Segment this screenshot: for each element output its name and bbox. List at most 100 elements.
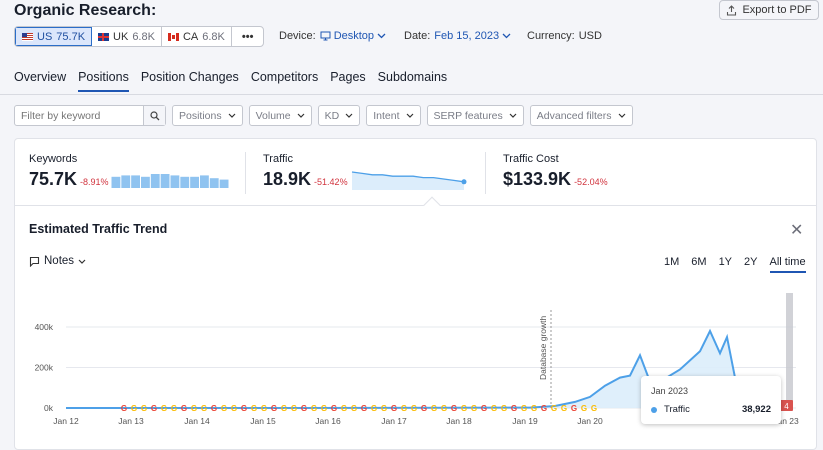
google-update-icon[interactable]: G [571,404,577,413]
keyword-filter-input[interactable] [15,106,143,125]
tab-position-changes[interactable]: Position Changes [140,70,239,84]
period-all-time[interactable]: All time [769,256,806,273]
google-update-icon[interactable]: G [271,404,277,413]
traffic-metric[interactable]: Traffic 18.9K -51.42% [263,153,348,190]
google-update-icon[interactable]: G [221,404,227,413]
database-us-button[interactable]: US 75.7K [15,27,93,46]
device-selector[interactable]: Device: Desktop [279,30,386,42]
google-update-icon[interactable]: G [541,404,547,413]
google-update-icon[interactable]: G [421,404,427,413]
google-update-icon[interactable]: G [361,404,367,413]
google-update-icon[interactable]: G [521,404,527,413]
google-update-icon[interactable]: G [311,404,317,413]
google-update-icon[interactable]: G [191,404,197,413]
chevron-down-icon [509,113,517,118]
tab-subdomains[interactable]: Subdomains [377,70,448,84]
google-update-icon[interactable]: G [471,404,477,413]
google-update-icon[interactable]: G [591,404,597,413]
google-update-icon[interactable]: G [411,404,417,413]
period-1m[interactable]: 1M [664,256,680,268]
tab-divider [0,94,823,95]
tab-positions[interactable]: Positions [78,70,129,92]
database-uk-button[interactable]: UK 6.8K [92,27,162,46]
google-update-icon[interactable]: G [581,404,587,413]
google-update-icon[interactable]: G [511,404,517,413]
filter-label: Intent [373,109,400,122]
currency-label: Currency: [527,30,575,42]
google-update-icon[interactable]: G [371,404,377,413]
close-icon[interactable]: ✕ [790,222,804,239]
intent-filter[interactable]: Intent [366,105,421,126]
kd-filter[interactable]: KD [317,105,361,126]
volume-filter[interactable]: Volume [248,105,312,126]
google-update-icon[interactable]: G [501,404,507,413]
google-update-icon[interactable]: G [561,404,567,413]
export-pdf-button[interactable]: Export to PDF [719,0,819,20]
period-2y[interactable]: 2Y [744,256,758,268]
tooltip-row: Traffic 38,922 [651,404,771,415]
device-value: Desktop [333,30,375,42]
keywords-metric[interactable]: Keywords 75.7K -8.91% [29,153,109,190]
database-count: 75.7K [56,30,86,43]
sparkline-area [352,172,464,190]
google-update-icon[interactable]: G [181,404,187,413]
google-update-icon[interactable]: G [161,404,167,413]
google-update-icon[interactable]: G [401,404,407,413]
google-update-icon[interactable]: G [231,404,237,413]
google-update-icon[interactable]: G [151,404,157,413]
google-update-icon[interactable]: G [211,404,217,413]
serp-features-filter[interactable]: SERP features [426,105,524,126]
google-update-icon[interactable]: G [461,404,467,413]
traffic-cost-metric[interactable]: Traffic Cost $133.9K -52.04% [503,153,608,190]
google-update-icon[interactable]: G [251,404,257,413]
google-update-icon[interactable]: G [341,404,347,413]
google-update-icon[interactable]: G [261,404,267,413]
tooltip-date: Jan 2023 [651,386,689,396]
google-update-icon[interactable]: G [321,404,327,413]
tab-overview[interactable]: Overview [14,70,67,84]
google-update-icon[interactable]: G [441,404,447,413]
x-tick-label: Jan 20 [577,416,603,426]
database-code: US [37,30,53,43]
google-update-icon[interactable]: G [381,404,387,413]
google-update-icon[interactable]: G [481,404,487,413]
google-update-icon[interactable]: G [241,404,247,413]
tooltip-value: 38,922 [741,404,771,415]
more-databases-button[interactable]: ••• [232,27,264,46]
period-6m[interactable]: 6M [691,256,707,268]
tab-competitors[interactable]: Competitors [250,70,319,84]
chevron-down-icon [502,33,511,39]
google-update-icon[interactable]: G [351,404,357,413]
search-button[interactable] [143,106,165,125]
google-update-icon[interactable]: G [301,404,307,413]
google-update-icon[interactable]: G [491,404,497,413]
google-update-icon[interactable]: G [171,404,177,413]
tooltip-series: Traffic [664,404,690,415]
google-update-icon[interactable]: G [131,404,137,413]
note-marker[interactable] [780,400,793,411]
google-update-icon[interactable]: G [331,404,337,413]
filter-label: Positions [179,109,222,122]
database-code: UK [113,30,129,43]
tab-pages[interactable]: Pages [330,70,366,84]
google-update-icon[interactable]: G [531,404,537,413]
positions-filter[interactable]: Positions [172,105,243,126]
google-update-icon[interactable]: G [291,404,297,413]
date-selector[interactable]: Date: Feb 15, 2023 [404,30,511,42]
google-update-icon[interactable]: G [121,404,127,413]
metric-value: $133.9K [503,169,572,189]
x-tick-label: Jan 12 [53,416,79,426]
google-update-icon[interactable]: G [281,404,287,413]
notes-dropdown[interactable]: Notes [29,255,86,267]
period-1y[interactable]: 1Y [718,256,733,268]
advanced-filters[interactable]: Advanced filters [529,105,633,126]
google-update-icon[interactable]: G [201,404,207,413]
google-update-icon[interactable]: G [391,404,397,413]
x-tick-label: Jan 13 [118,416,144,426]
google-update-icon[interactable]: G [451,404,457,413]
sparkline-bar [111,176,121,188]
google-update-icon[interactable]: G [431,404,437,413]
database-ca-button[interactable]: CA 6.8K [162,27,232,46]
google-update-icon[interactable]: G [551,404,557,413]
google-update-icon[interactable]: G [141,404,147,413]
